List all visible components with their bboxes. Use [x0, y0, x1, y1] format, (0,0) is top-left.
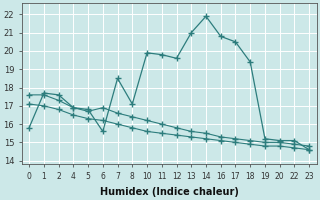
X-axis label: Humidex (Indice chaleur): Humidex (Indice chaleur)	[100, 187, 239, 197]
